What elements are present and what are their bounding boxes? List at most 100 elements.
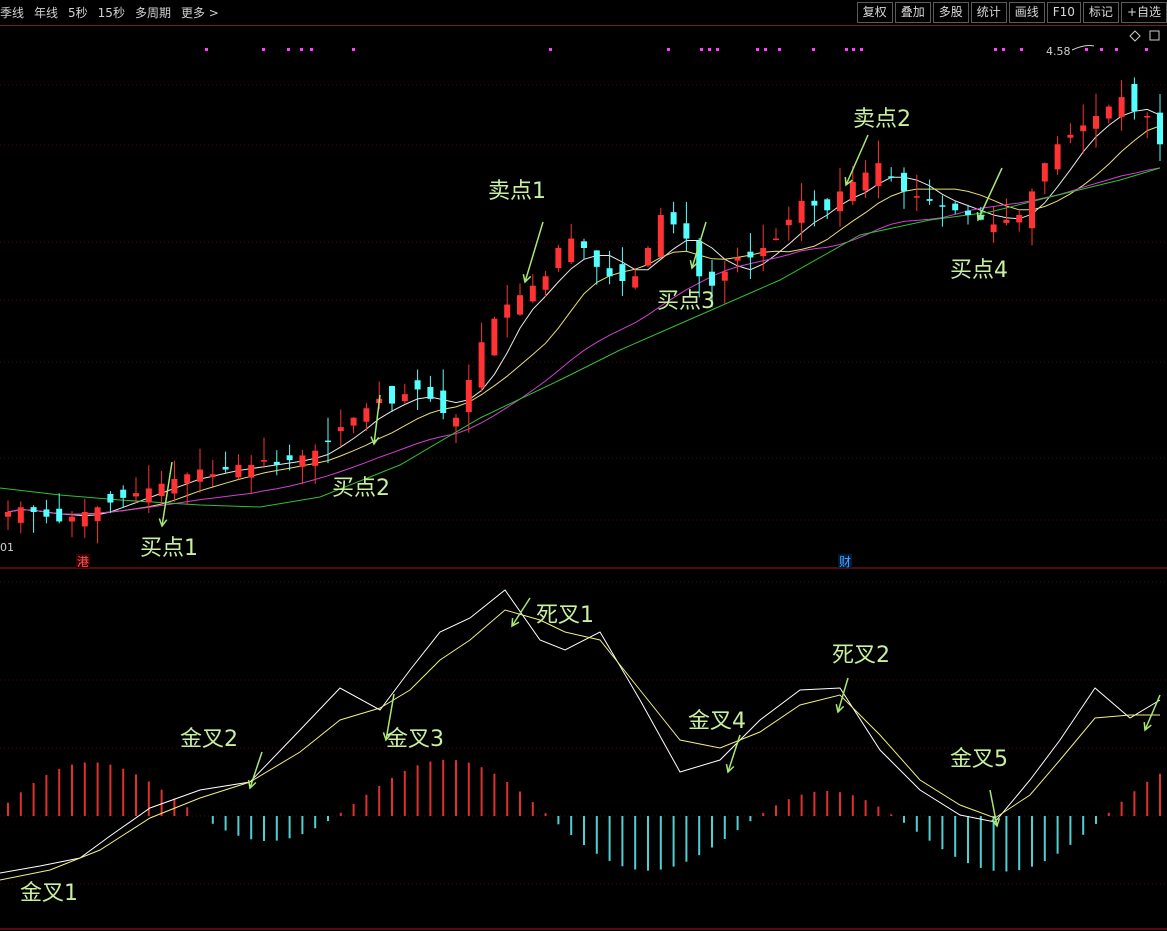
tab-more[interactable]: 更多 > bbox=[180, 6, 219, 20]
candle-body bbox=[1080, 125, 1087, 132]
arrow-golden-cross-2 bbox=[249, 751, 263, 789]
arrow-buy-4 bbox=[977, 167, 1003, 221]
candle-body bbox=[606, 268, 613, 277]
candle-body bbox=[69, 516, 75, 522]
candle-body bbox=[30, 507, 37, 512]
annotation-buy-3: 买点3 bbox=[657, 289, 715, 314]
arrow-death-cross-1 bbox=[511, 597, 531, 627]
signal-dot bbox=[1145, 48, 1148, 51]
candle-body bbox=[1093, 116, 1099, 129]
high-price-arrow bbox=[1071, 45, 1095, 51]
candle-body bbox=[120, 489, 127, 498]
arrow-sell-2-head bbox=[844, 176, 853, 187]
arrow-death-cross-2-head bbox=[835, 704, 845, 714]
candle-body bbox=[990, 224, 997, 233]
candle-body bbox=[363, 408, 370, 422]
diamond-icon[interactable] bbox=[1129, 30, 1141, 42]
candle-body bbox=[657, 215, 664, 257]
candle-body bbox=[184, 474, 191, 484]
f10-button[interactable]: F10 bbox=[1046, 2, 1081, 23]
candle-body bbox=[1118, 97, 1125, 117]
candle-body bbox=[1041, 163, 1048, 182]
candle-body bbox=[325, 440, 331, 443]
candle-body bbox=[645, 248, 651, 266]
signal-dot bbox=[845, 48, 848, 51]
ma5-line bbox=[7, 108, 1161, 517]
arrow-golden-cross-3-head bbox=[382, 732, 392, 742]
candle-body bbox=[888, 176, 895, 178]
signal-dot bbox=[352, 48, 355, 51]
arrow-golden-cross-5-head bbox=[991, 818, 1001, 828]
candle-body bbox=[478, 342, 485, 388]
tab-multi-period[interactable]: 多周期 bbox=[134, 6, 171, 20]
candle-body bbox=[401, 394, 408, 402]
candle-body bbox=[773, 238, 779, 241]
candlesticks bbox=[5, 77, 1163, 544]
candle-body bbox=[875, 163, 882, 187]
signal-dot bbox=[310, 48, 313, 51]
signal-dot bbox=[700, 48, 703, 51]
badge-hk[interactable] bbox=[76, 554, 90, 568]
annotation-golden-cross-2: 金叉2 bbox=[180, 727, 238, 752]
arrow-golden-cross-2-head bbox=[247, 779, 257, 790]
badge-finance[interactable] bbox=[838, 554, 852, 568]
signal-dot bbox=[300, 48, 303, 51]
statistics-button[interactable]: 统计 bbox=[970, 2, 1007, 23]
candle-body bbox=[619, 264, 626, 281]
candle-body bbox=[965, 210, 971, 215]
signal-dot bbox=[708, 48, 711, 51]
arrow-buy-1-head bbox=[158, 518, 168, 528]
candle-body bbox=[1054, 144, 1061, 170]
candle-body bbox=[901, 172, 907, 192]
signal-dot bbox=[667, 48, 670, 51]
candle-body bbox=[939, 205, 946, 207]
square-icon[interactable] bbox=[1149, 30, 1160, 41]
arrow-golden-cross-6-head bbox=[1143, 721, 1152, 732]
signal-dot bbox=[1020, 48, 1023, 51]
multi-stock-button[interactable]: 多股 bbox=[932, 2, 969, 23]
mark-button[interactable]: 标记 bbox=[1082, 2, 1119, 23]
arrow-sell-2 bbox=[845, 134, 869, 186]
signal-dot bbox=[287, 48, 290, 51]
annotation-death-cross-1: 死叉1 bbox=[536, 603, 594, 628]
candle-body bbox=[350, 417, 357, 426]
restore-rights-button[interactable]: 复权 bbox=[856, 2, 893, 23]
signal-dots bbox=[205, 48, 1148, 51]
candle-body bbox=[568, 238, 575, 263]
candle-body bbox=[1144, 116, 1151, 118]
signal-dot bbox=[778, 48, 781, 51]
kline-chart[interactable]: 买点1 买点2 卖点1 买点3 卖点2 买点4 金叉1 金叉2 金叉3 死叉1 … bbox=[0, 25, 1167, 931]
draw-line-button[interactable]: 画线 bbox=[1008, 2, 1045, 23]
add-watchlist-button[interactable]: +自选 bbox=[1120, 2, 1167, 23]
tab-15-second[interactable]: 15秒 bbox=[97, 6, 125, 20]
candle-body bbox=[760, 248, 767, 257]
candle-body bbox=[312, 450, 319, 466]
candle-body bbox=[337, 427, 344, 432]
tab-quarter-line[interactable]: 季线 bbox=[0, 6, 25, 20]
left-edge-label: 01 bbox=[0, 541, 14, 554]
overlay-button[interactable]: 叠加 bbox=[894, 2, 931, 23]
signal-dot bbox=[262, 48, 265, 51]
signal-dot bbox=[205, 48, 208, 51]
candle-body bbox=[273, 461, 280, 465]
candle-body bbox=[862, 172, 869, 191]
annotation-golden-cross-3: 金叉3 bbox=[386, 727, 444, 752]
candle-body bbox=[389, 385, 395, 404]
annotation-buy-4: 买点4 bbox=[950, 258, 1008, 283]
chart-toolbar: 季线 年线 5秒 15秒 多周期 更多 > 复权 叠加 多股 统计 画线 F10… bbox=[0, 0, 1167, 26]
candle-body bbox=[1003, 219, 1010, 223]
candle-body bbox=[785, 219, 792, 226]
annotation-sell-1: 卖点1 bbox=[488, 179, 546, 204]
tab-year-line[interactable]: 年线 bbox=[34, 6, 59, 20]
candle-body bbox=[145, 488, 152, 503]
candle-body bbox=[440, 390, 447, 413]
annotation-arrows bbox=[158, 134, 1161, 828]
candle-body bbox=[811, 200, 818, 206]
candle-body bbox=[747, 251, 754, 258]
annotation-sell-2: 卖点2 bbox=[853, 107, 911, 132]
tab-5-second[interactable]: 5秒 bbox=[68, 6, 88, 20]
candle-body bbox=[837, 191, 843, 212]
candle-body bbox=[555, 248, 562, 269]
arrow-golden-cross-5 bbox=[989, 789, 998, 827]
candle-body bbox=[465, 380, 472, 413]
